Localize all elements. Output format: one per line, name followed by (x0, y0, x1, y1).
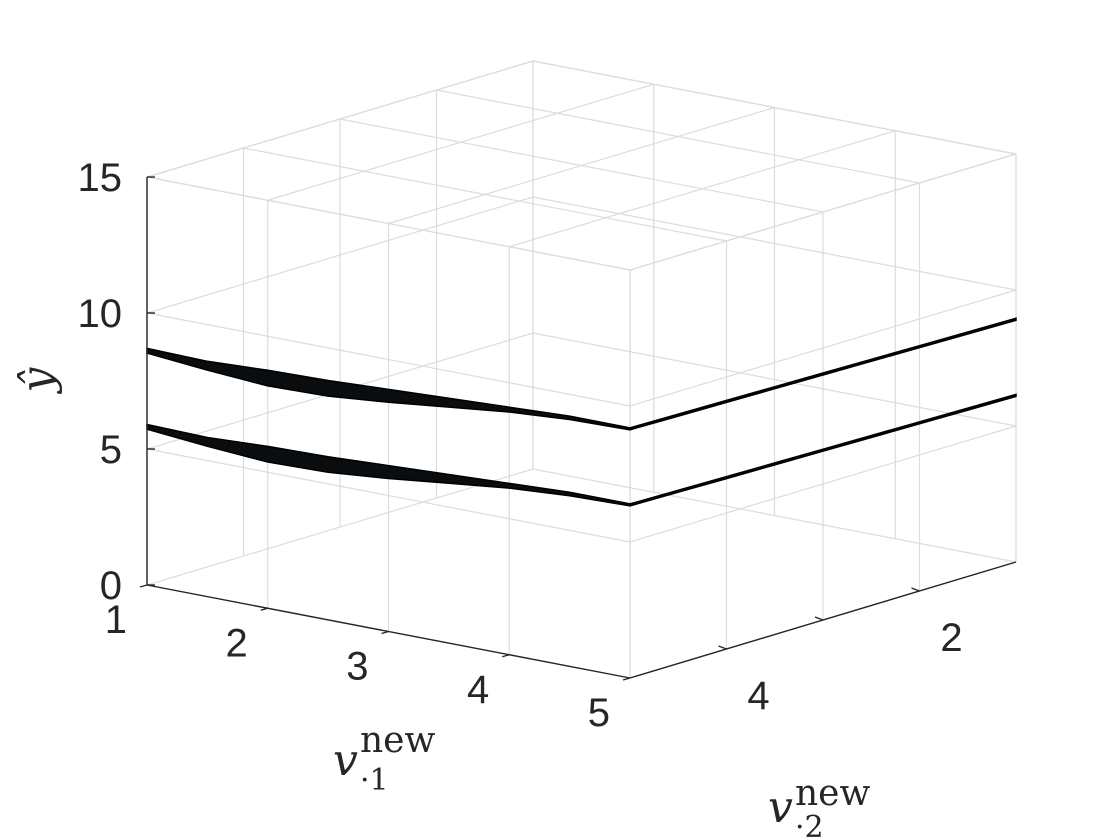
y-tick-mark (911, 587, 920, 592)
x-tick-label: 2 (226, 621, 248, 665)
y-tick-mark (718, 645, 727, 650)
x-axis-label: v ·1 new (333, 720, 435, 798)
x-axis-label-sup: new (360, 720, 435, 761)
x-tick-mark (502, 654, 510, 658)
grid-line (146, 196, 534, 314)
grid-line (532, 468, 1017, 563)
tick-labels: 0 5 10 15 1 2 3 4 5 2 4 (78, 156, 963, 735)
grid-line (629, 289, 1017, 407)
y-tick-label: 4 (747, 674, 769, 718)
z-tick-label: 0 (100, 564, 122, 608)
grid-line (146, 176, 631, 271)
grid-line (146, 468, 534, 586)
grid-line (629, 425, 1017, 543)
z-axis-label-text: ŷ (12, 366, 63, 394)
grid-line (436, 89, 920, 184)
z-tick-label: 10 (78, 292, 123, 336)
z-tick-label: 5 (100, 428, 122, 472)
grid-lines (146, 60, 1017, 679)
x-tick-mark (139, 584, 148, 588)
surface-band-1 (146, 317, 1017, 431)
grid-line (146, 448, 631, 543)
y-axis-label: v ·2 new (768, 773, 870, 840)
y-axis-label-main: v (768, 782, 793, 833)
grid-line (532, 196, 1017, 291)
grid-line (532, 60, 1017, 155)
grid-line (146, 312, 631, 407)
x-tick-label: 1 (105, 598, 127, 642)
z-tick-label: 15 (78, 156, 123, 200)
x-tick-mark (260, 607, 268, 611)
y-tick-mark (814, 616, 824, 621)
axis-lines (139, 176, 1017, 681)
grid-line (339, 118, 824, 213)
y-axis-label-sup: new (795, 773, 870, 814)
surface-band-2 (146, 393, 1017, 507)
grid-line (532, 332, 1017, 427)
x-axis-label-sub: ·1 (360, 763, 389, 798)
x-tick-label: 3 (346, 645, 368, 689)
surface-bands (146, 317, 1017, 507)
grid-line (243, 147, 727, 242)
x-tick-label: 5 (588, 691, 610, 735)
x-tick-label: 4 (467, 668, 489, 712)
x-tick-mark (381, 630, 389, 635)
z-axis-label: ŷ (12, 366, 63, 394)
y-axis-label-sub: ·2 (795, 810, 824, 840)
y-tick-label: 2 (940, 616, 962, 660)
x-tick-mark (622, 677, 631, 681)
x-axis-label-main: v (333, 735, 358, 786)
